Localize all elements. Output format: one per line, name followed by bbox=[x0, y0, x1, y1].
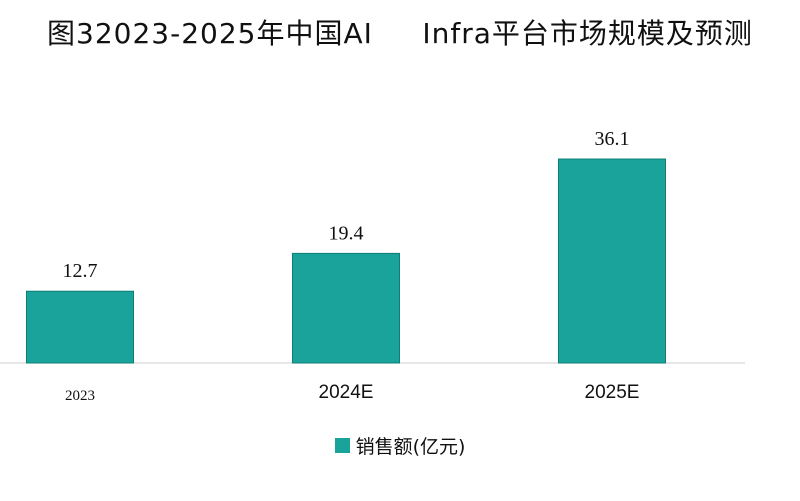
x-tick-label-2024E: 2024E bbox=[319, 382, 374, 403]
x-tick-label-2025E: 2025E bbox=[585, 382, 640, 403]
legend-label: 销售额(亿元) bbox=[355, 436, 466, 458]
data-label-2025E: 36.1 bbox=[595, 128, 630, 150]
bar-2025E bbox=[558, 158, 666, 364]
bar-2023 bbox=[26, 290, 134, 364]
x-tick-label-2023: 2023 bbox=[65, 388, 95, 404]
legend: 销售额(亿元) bbox=[0, 432, 800, 459]
legend-swatch bbox=[334, 438, 350, 453]
data-label-2023: 12.7 bbox=[63, 260, 98, 282]
chart-title: 图32023-2025年中国AI Infra平台市场规模及预测 bbox=[47, 17, 753, 50]
bar-2024E bbox=[292, 252, 400, 364]
data-label-2024E: 19.4 bbox=[329, 222, 364, 244]
